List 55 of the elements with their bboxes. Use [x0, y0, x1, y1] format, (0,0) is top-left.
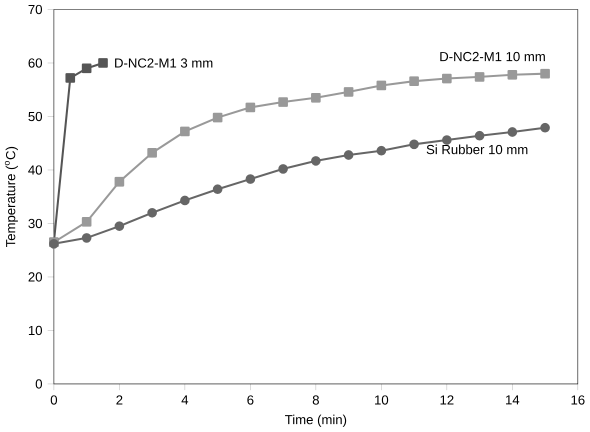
point [82, 233, 92, 243]
point [409, 140, 419, 150]
series-label: D-NC2-M1 10 mm [440, 52, 545, 62]
y-tick-label: 10 [28, 326, 42, 336]
point [65, 73, 76, 83]
x-tick-label: 10 [375, 395, 388, 405]
x-tick-label: 12 [440, 395, 454, 405]
point [246, 102, 256, 112]
point [82, 217, 92, 227]
point [212, 184, 222, 194]
point [344, 150, 354, 160]
x-tick-label: 4 [182, 395, 188, 404]
x-tick-label: 0 [50, 395, 58, 405]
point [508, 127, 518, 137]
point [98, 58, 108, 68]
y-tick-label: 50 [28, 112, 42, 122]
series-label: D-NC2-M1 3 mm [115, 58, 212, 68]
y-tick-label: 60 [28, 58, 42, 68]
series-label: Si Rubber 10 mm [426, 144, 528, 154]
point [114, 177, 124, 187]
y-tick-label: 20 [28, 272, 42, 282]
point [114, 221, 124, 232]
point [311, 156, 321, 166]
y-axis-title: Temperature ($^{o}$C) [4, 147, 18, 248]
point [540, 69, 550, 79]
x-tick-label: 6 [247, 395, 254, 405]
point [180, 196, 190, 206]
point [409, 76, 419, 86]
point [147, 208, 157, 218]
y-tick-label: 70 [28, 4, 42, 14]
point [180, 126, 190, 136]
point [278, 164, 288, 174]
point [82, 64, 92, 74]
x-tick-label: 8 [312, 395, 319, 405]
point [212, 112, 222, 122]
point [278, 97, 288, 107]
point [147, 148, 157, 158]
point [508, 70, 518, 80]
point [246, 174, 256, 184]
point [311, 93, 321, 103]
point [474, 131, 484, 141]
y-tick-label: 40 [28, 165, 42, 175]
point [344, 87, 354, 97]
y-tick-label: 30 [28, 218, 42, 228]
point [474, 72, 484, 82]
point [376, 146, 386, 156]
point [442, 74, 452, 84]
point [540, 123, 550, 133]
y-tick-label: 0 [36, 379, 42, 389]
point [376, 80, 386, 90]
x-axis-title: Time (min) [285, 414, 346, 428]
x-tick-label: 16 [572, 395, 585, 405]
x-tick-label: 2 [116, 395, 122, 405]
x-tick-label: 14 [506, 395, 520, 404]
point [442, 135, 452, 145]
